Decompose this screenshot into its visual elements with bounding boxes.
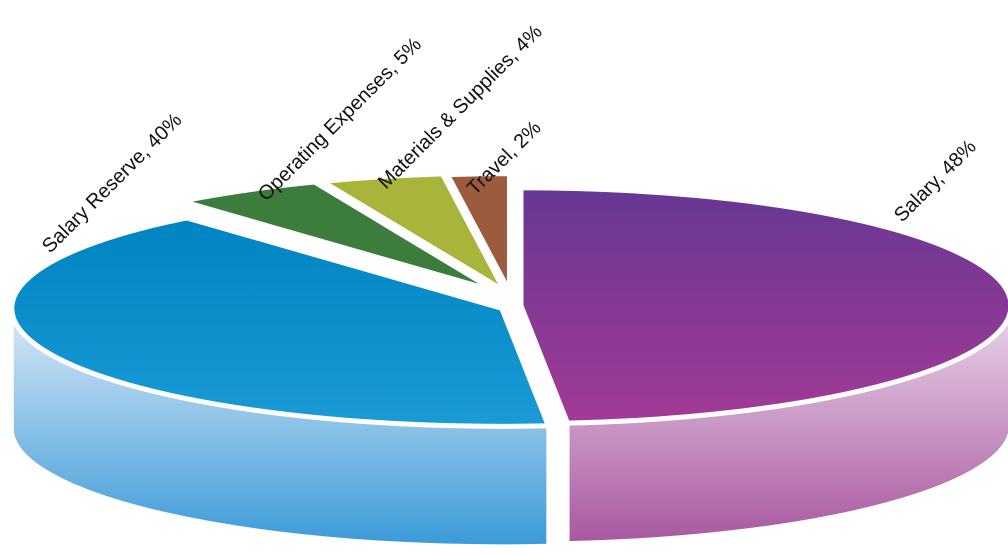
pie-slice-materials-supplies — [319, 171, 507, 294]
pie-slice-salary — [518, 185, 1008, 426]
pie-slice-salary-reserve — [9, 215, 551, 429]
slice-label-salary: Salary, 48% — [890, 136, 981, 227]
pie-slice-travel — [444, 171, 512, 295]
pie-slice-operating-expenses — [179, 179, 500, 295]
slices-layer — [9, 171, 1008, 549]
